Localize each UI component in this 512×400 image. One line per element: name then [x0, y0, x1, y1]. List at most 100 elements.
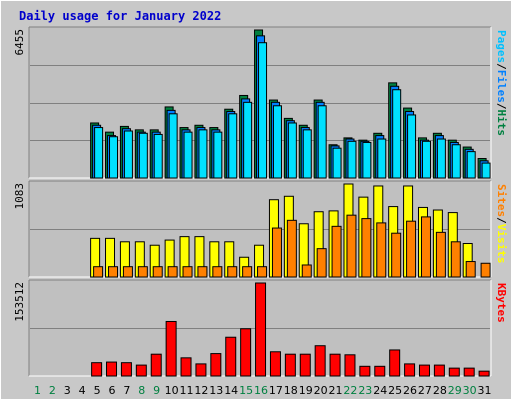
kbytes-bar — [150, 353, 162, 377]
x-tick-label: 3 — [64, 384, 71, 397]
pages-bar — [362, 141, 372, 179]
pages-bar — [287, 122, 297, 179]
legend-entry: Files — [495, 70, 508, 103]
x-tick-label: 29 — [448, 384, 462, 397]
legend-entry: / — [495, 217, 508, 224]
sites-bar — [167, 266, 178, 278]
sites-bar — [435, 231, 446, 278]
sites-bar — [346, 214, 357, 278]
x-tick-label: 10 — [165, 384, 179, 397]
pages-bar — [436, 138, 446, 179]
pages-bar — [392, 89, 402, 179]
sites-bar — [361, 218, 372, 278]
x-tick-label: 5 — [94, 384, 101, 397]
x-tick-label: 7 — [123, 384, 130, 397]
kbytes-bar — [463, 367, 475, 377]
sites-bar — [122, 266, 133, 278]
pages-bar — [109, 136, 119, 179]
x-tick-label: 27 — [418, 384, 432, 397]
y-max-label-visits: 1083 — [13, 183, 26, 210]
pages-bar — [243, 101, 253, 179]
kbytes-bar — [240, 328, 252, 377]
y-max-label-kbytes: 153512 — [13, 282, 26, 322]
kbytes-bar — [359, 365, 371, 377]
x-tick-label: 2 — [49, 384, 56, 397]
x-tick-label: 15 — [239, 384, 253, 397]
kbytes-bar — [448, 367, 460, 377]
kbytes-bar — [418, 364, 430, 377]
sites-bar — [271, 227, 282, 278]
pages-bar — [451, 144, 461, 179]
pages-bar — [183, 131, 193, 179]
pages-bar — [421, 140, 431, 179]
sites-bar — [108, 266, 119, 278]
sites-bar — [286, 219, 297, 278]
kbytes-bar — [389, 349, 401, 377]
kbytes-bar — [284, 353, 296, 377]
kbytes-bar — [374, 365, 386, 377]
pages-bar — [317, 105, 327, 179]
y-max-label-hits: 6455 — [13, 29, 26, 56]
x-tick-label: 18 — [284, 384, 298, 397]
x-tick-label: 17 — [269, 384, 283, 397]
x-tick-label: 8 — [138, 384, 145, 397]
x-tick-label: 26 — [403, 384, 417, 397]
sites-bar — [212, 266, 223, 278]
legend-entry: / — [495, 63, 508, 70]
kbytes-bar — [404, 363, 416, 377]
sites-bar — [391, 232, 402, 278]
legend-entry: Hits — [495, 110, 508, 137]
kbytes-bar — [165, 320, 177, 377]
pages-bar — [198, 129, 208, 179]
sites-bar — [257, 266, 268, 278]
pages-bar — [123, 130, 133, 179]
sites-bar — [331, 225, 342, 278]
pages-bar — [153, 133, 163, 179]
x-tick-label: 13 — [209, 384, 223, 397]
sites-bar — [182, 266, 193, 278]
x-tick-label: 20 — [314, 384, 328, 397]
kbytes-bar — [106, 361, 118, 377]
x-tick-label: 4 — [79, 384, 86, 397]
kbytes-bar — [120, 362, 132, 377]
x-tick-label: 24 — [373, 384, 387, 397]
legend-kbytes: KBytes — [495, 283, 508, 323]
x-tick-label: 21 — [329, 384, 343, 397]
pages-bar — [272, 105, 282, 179]
sites-bar — [465, 261, 476, 278]
pages-bar — [347, 140, 357, 179]
legend-entry: Sites — [495, 184, 508, 217]
legend-entry: Pages — [495, 30, 508, 63]
x-tick-label: 25 — [388, 384, 402, 397]
pages-bar — [377, 138, 387, 179]
legend-entry: Visits — [495, 224, 508, 264]
x-tick-label: 30 — [463, 384, 477, 397]
kbytes-bar — [344, 354, 356, 377]
kbytes-bar — [433, 364, 445, 377]
x-tick-label: 1 — [34, 384, 41, 397]
sites-bar — [406, 220, 417, 278]
legend-entry: KBytes — [495, 283, 508, 323]
chart-title: Daily usage for January 2022 — [19, 9, 222, 23]
pages-bar — [407, 114, 417, 179]
x-tick-label: 6 — [108, 384, 115, 397]
sites-bar — [227, 266, 238, 278]
kbytes-bar — [91, 362, 103, 377]
x-tick-label: 16 — [254, 384, 268, 397]
sites-bar — [450, 241, 461, 278]
x-tick-label: 19 — [299, 384, 313, 397]
x-tick-label: 31 — [478, 384, 492, 397]
kbytes-bar — [478, 370, 490, 377]
kbytes-bar — [210, 353, 222, 377]
pages-bar — [302, 129, 312, 179]
x-tick-label: 28 — [433, 384, 447, 397]
sites-bar — [93, 266, 104, 278]
x-tick-label: 9 — [153, 384, 160, 397]
pages-bar — [332, 147, 342, 179]
x-tick-label: 14 — [224, 384, 238, 397]
kbytes-bar — [269, 351, 281, 377]
kbytes-bar — [225, 336, 237, 377]
sites-bar — [137, 266, 148, 278]
